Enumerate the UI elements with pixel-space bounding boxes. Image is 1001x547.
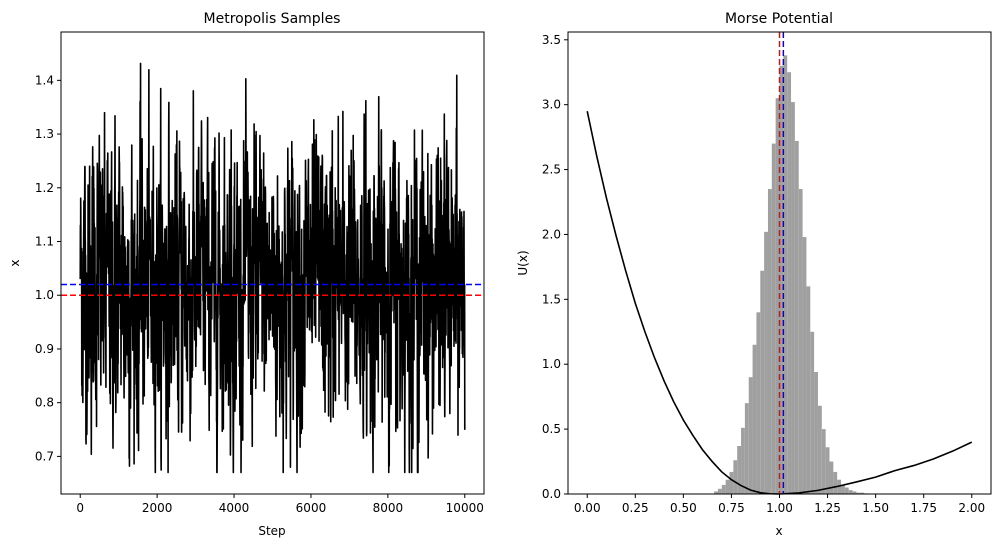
- histogram-bar: [806, 286, 811, 494]
- histogram-bar: [760, 270, 765, 494]
- left-x-tick-label: 2000: [142, 501, 173, 515]
- right-y-tick-label: 0.0: [542, 487, 561, 501]
- left-y-tick-label: 0.7: [35, 449, 54, 463]
- left-x-tick-label: 10000: [446, 501, 484, 515]
- right-x-tick-label: 0.00: [574, 501, 601, 515]
- left-y-tick-label: 1.3: [35, 127, 54, 141]
- left-x-axis-label: Step: [258, 524, 285, 538]
- histogram-bar: [856, 492, 861, 494]
- histogram-bar: [775, 98, 780, 494]
- histogram-bar: [714, 491, 718, 494]
- right-y-tick-label: 1.0: [542, 357, 561, 371]
- histogram-bar: [814, 372, 818, 494]
- histogram-bar: [729, 471, 734, 494]
- histogram-bar: [717, 488, 722, 494]
- left-y-tick-label: 1.4: [35, 73, 54, 87]
- right-y-tick-label: 3.0: [542, 98, 561, 112]
- histogram-bar: [748, 377, 753, 494]
- histogram-bar: [779, 65, 784, 494]
- histogram-bar: [737, 445, 742, 494]
- histogram-bar: [794, 141, 799, 494]
- histogram-bar: [821, 429, 826, 494]
- histogram-bar: [810, 331, 815, 494]
- metropolis-samples-panel: Metropolis Samples 0 2000 4000 6000 8000 1000…: [8, 11, 485, 538]
- histogram-bar: [817, 405, 822, 494]
- left-y-ticks: 0.7 0.8 0.9 1.0 1.1 1.2 1.3 1.4: [35, 73, 61, 463]
- left-chart-title: Metropolis Samples: [204, 11, 341, 27]
- morse-potential-panel: Morse Potential 0.00 0.25 0.50 0.75 1.00 1.25…: [516, 11, 992, 538]
- right-y-ticks: 0.0 0.5 1.0 1.5 2.0 2.5 3.0 3.5: [542, 33, 568, 501]
- histogram-bar: [833, 471, 838, 494]
- histogram-bar: [744, 403, 749, 494]
- right-y-tick-label: 3.5: [542, 33, 561, 47]
- left-y-tick-label: 0.9: [35, 342, 54, 356]
- left-y-tick-label: 1.0: [35, 288, 54, 302]
- left-x-tick-label: 0: [76, 501, 84, 515]
- histogram-bar: [802, 237, 807, 495]
- histogram-bar: [852, 491, 857, 494]
- histogram-bar: [837, 479, 842, 494]
- right-plot-area: [586, 32, 973, 495]
- left-y-axis-label: x: [8, 259, 22, 266]
- right-x-tick-label: 1.00: [766, 501, 793, 515]
- right-y-axis-label: U(x): [516, 250, 530, 275]
- histogram-bar: [733, 460, 738, 494]
- left-x-tick-label: 6000: [296, 501, 327, 515]
- right-x-tick-label: 1.25: [814, 501, 841, 515]
- histogram-bar: [791, 102, 795, 495]
- histogram-bar: [825, 447, 830, 494]
- histogram-bar: [721, 484, 726, 494]
- left-axes-frame: [60, 31, 485, 495]
- histogram-bar: [860, 492, 865, 494]
- histogram-bar: [844, 487, 849, 494]
- left-x-tick-label: 4000: [219, 501, 250, 515]
- histogram-bar: [798, 189, 803, 495]
- histogram-bar: [756, 312, 761, 494]
- right-x-tick-label: 2.00: [958, 501, 985, 515]
- histogram-bar: [848, 490, 853, 494]
- left-y-tick-label: 0.8: [35, 396, 54, 410]
- left-x-tick-label: 8000: [373, 501, 404, 515]
- right-y-tick-label: 1.5: [542, 292, 561, 306]
- right-x-tick-label: 0.25: [622, 501, 649, 515]
- right-x-tick-label: 0.75: [718, 501, 745, 515]
- histogram-bar: [725, 479, 730, 494]
- histogram-bar: [764, 231, 768, 494]
- histogram-bar: [787, 72, 792, 494]
- right-x-axis-label: x: [775, 524, 782, 538]
- right-x-tick-label: 1.50: [862, 501, 889, 515]
- histogram-bar: [741, 427, 745, 494]
- histogram-bar: [771, 143, 776, 494]
- left-y-tick-label: 1.2: [35, 181, 54, 195]
- left-x-ticks: 0 2000 4000 6000 8000 10000: [76, 494, 484, 515]
- right-x-ticks: 0.00 0.25 0.50 0.75 1.00 1.25 1.50 1.75 2.00: [574, 494, 985, 515]
- right-y-tick-label: 0.5: [542, 422, 561, 436]
- right-chart-title: Morse Potential: [725, 11, 833, 27]
- histogram-bar: [783, 55, 788, 494]
- right-x-tick-label: 0.50: [670, 501, 697, 515]
- histogram-bar: [752, 344, 757, 494]
- histogram-bar: [829, 461, 834, 494]
- histogram-bar: [841, 484, 845, 494]
- right-x-tick-label: 1.75: [910, 501, 937, 515]
- left-plot-area: [61, 62, 484, 474]
- morse-potential-curve: [586, 110, 973, 495]
- right-y-tick-label: 2.0: [542, 227, 561, 241]
- histogram-bar: [767, 189, 772, 495]
- right-y-tick-label: 2.5: [542, 163, 561, 177]
- metropolis-trace-line: [79, 62, 466, 474]
- left-y-tick-label: 1.1: [35, 235, 54, 249]
